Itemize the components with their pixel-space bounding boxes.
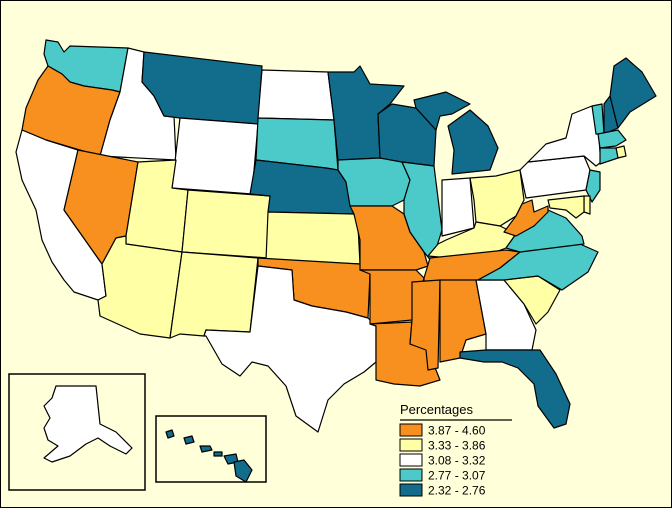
state-iowa[interactable] — [337, 157, 411, 207]
state-new-york[interactable] — [527, 105, 605, 167]
state-michigan[interactable] — [413, 91, 499, 175]
state-kansas[interactable] — [265, 211, 361, 265]
legend-label: 3.08 - 3.32 — [428, 454, 486, 468]
state-colorado[interactable] — [181, 189, 271, 259]
state-connecticut[interactable] — [599, 147, 619, 165]
state-new-mexico[interactable] — [169, 251, 259, 339]
legend-label: 3.33 - 3.86 — [428, 439, 486, 453]
state-delaware[interactable] — [583, 195, 591, 215]
legend-swatch — [399, 423, 423, 437]
state-wyoming[interactable] — [171, 117, 259, 195]
state-new-jersey[interactable] — [585, 169, 601, 203]
legend-title: Percentages — [400, 402, 473, 417]
state-minnesota[interactable] — [327, 65, 405, 161]
state-hawaii[interactable] — [165, 429, 253, 483]
state-indiana[interactable] — [441, 177, 475, 237]
state-maine[interactable] — [609, 57, 657, 129]
legend-swatch — [399, 438, 423, 452]
state-arizona[interactable] — [97, 235, 183, 339]
state-alaska[interactable] — [43, 385, 133, 463]
state-west-virginia[interactable] — [503, 199, 549, 237]
state-massachusetts[interactable] — [597, 129, 627, 149]
legend-swatch — [399, 483, 423, 497]
legend-swatch — [399, 468, 423, 482]
legend: Percentages 3.87 - 4.603.33 - 3.863.08 -… — [399, 402, 512, 498]
state-north-dakota[interactable] — [257, 69, 335, 121]
alaska-inset-frame — [8, 373, 146, 491]
state-florida[interactable] — [459, 349, 571, 429]
legend-swatch — [399, 453, 423, 467]
legend-label: 2.77 - 3.07 — [428, 469, 486, 483]
hawaii-inset-frame — [155, 415, 267, 483]
states-layer — [15, 39, 657, 433]
state-texas[interactable] — [203, 265, 377, 433]
state-maryland[interactable] — [547, 195, 585, 219]
state-illinois[interactable] — [401, 161, 443, 263]
state-wisconsin[interactable] — [377, 103, 437, 167]
legend-label: 2.32 - 2.76 — [428, 484, 486, 498]
legend-label: 3.87 - 4.60 — [428, 424, 486, 438]
